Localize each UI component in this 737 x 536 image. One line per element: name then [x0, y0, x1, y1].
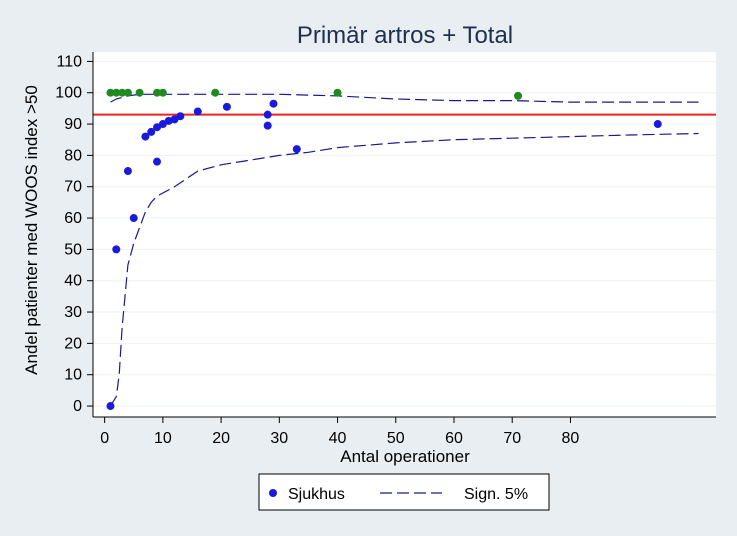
data-point	[147, 127, 156, 136]
legend-label-sign: Sign. 5%	[464, 486, 528, 503]
x-axis-label: Antal operationer	[340, 447, 470, 466]
data-point	[263, 121, 272, 130]
y-tick-labels: 0 10 20 30 40 50 60 70 80 90 100 110	[55, 53, 82, 415]
legend-label-sjukhus: Sjukhus	[288, 486, 345, 503]
data-point	[176, 112, 185, 121]
y-tick-label: 100	[55, 85, 82, 102]
legend-marker-sjukhus	[269, 489, 277, 497]
data-point	[653, 120, 662, 129]
grid-lines	[93, 60, 716, 407]
y-tick-label: 80	[64, 147, 82, 164]
axes	[87, 52, 716, 423]
data-point	[514, 91, 523, 100]
data-point	[123, 88, 132, 97]
data-point	[211, 88, 220, 97]
data-point	[153, 88, 162, 97]
data-point	[193, 107, 202, 116]
data-points	[106, 88, 662, 411]
data-point	[123, 167, 132, 176]
x-tick-label: 20	[212, 430, 230, 447]
data-point	[292, 145, 301, 154]
data-point	[263, 110, 272, 119]
x-tick-labels: 0 10 20 30 40 50 60 70 80	[100, 430, 579, 447]
x-tick-label: 50	[387, 430, 405, 447]
data-point	[141, 132, 150, 141]
y-tick-label: 10	[64, 367, 82, 384]
x-tick-label: 0	[100, 430, 109, 447]
data-point	[112, 88, 121, 97]
data-point	[118, 88, 127, 97]
data-point	[222, 102, 231, 111]
y-tick-label: 30	[64, 304, 82, 321]
x-tick-label: 10	[154, 430, 172, 447]
data-point	[135, 88, 144, 97]
data-point	[153, 157, 162, 166]
data-point	[129, 214, 138, 223]
legend: Sjukhus Sign. 5%	[258, 473, 550, 511]
y-tick-label: 70	[64, 179, 82, 196]
y-tick-label: 40	[64, 273, 82, 290]
x-tick-label: 70	[503, 430, 521, 447]
data-point	[106, 88, 115, 97]
chart-title: Primär artros + Total	[297, 22, 513, 49]
x-tick-label: 60	[445, 430, 463, 447]
y-tick-label: 20	[64, 335, 82, 352]
legend-box	[258, 473, 550, 511]
data-point	[112, 245, 121, 254]
x-tick-label: 40	[329, 430, 347, 447]
y-axis-label: Andel patienter med WOOS index >50	[22, 85, 41, 375]
x-tick-label: 30	[270, 430, 288, 447]
plot-area	[93, 52, 716, 417]
data-point	[106, 402, 115, 411]
y-tick-label: 50	[64, 241, 82, 258]
x-tick-label: 80	[562, 430, 580, 447]
y-tick-label: 0	[73, 398, 82, 415]
y-tick-label: 110	[56, 53, 82, 70]
sign-5pct-lower-curve	[109, 132, 699, 407]
data-point	[158, 88, 167, 97]
y-tick-label: 90	[64, 116, 82, 133]
data-point	[269, 99, 278, 108]
data-point	[333, 88, 342, 97]
y-tick-label: 60	[64, 210, 82, 227]
